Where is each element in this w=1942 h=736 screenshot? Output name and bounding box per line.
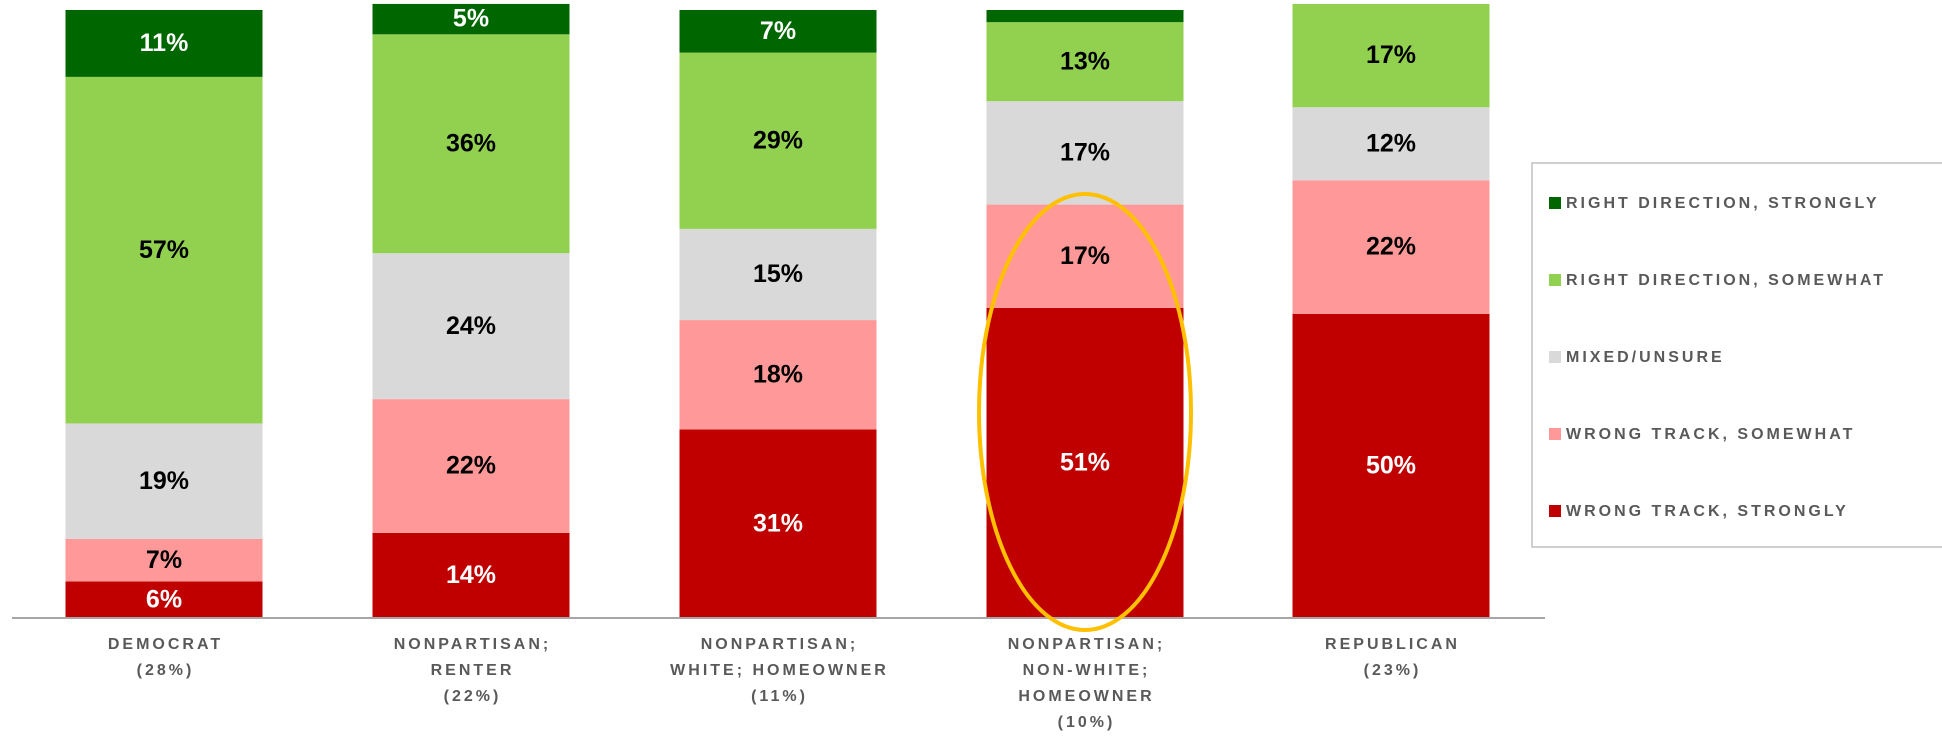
highlight-ellipse [977,192,1193,632]
bar-segment [65,581,263,618]
bar-segment [986,22,1184,102]
value-label: 50% [1366,452,1416,480]
bar-segment [372,3,570,35]
bar-segment [372,399,570,533]
x-tick-label: (23%) [1364,662,1422,679]
x-tick-label: REPUBLICAN [1325,636,1460,653]
bar-segment [372,253,570,400]
value-label: 13% [1060,47,1110,75]
value-label: 24% [446,312,496,340]
bar-segment [65,10,263,77]
legend-label: RIGHT DIRECTION, STRONGLY [1566,195,1880,212]
value-label: 17% [1366,41,1416,69]
bar-segment [1292,3,1490,108]
x-tick-label: (10%) [1058,714,1116,731]
legend-swatch [1549,505,1561,517]
bar-segment [65,76,263,424]
value-label: 14% [446,561,496,589]
value-label: 7% [146,546,182,574]
value-label: 12% [1366,129,1416,157]
legend-swatch [1549,274,1561,286]
x-tick-label: (28%) [137,662,195,679]
value-label: 18% [753,360,803,388]
bar-segment [1292,314,1490,618]
bar-segment [679,429,877,618]
bar-segment [986,101,1184,205]
x-tick-label: (11%) [751,688,808,705]
bar-segment [986,204,1184,308]
value-label: 36% [446,129,496,157]
value-label: 51% [1060,449,1110,477]
bar-segment [679,320,877,430]
legend-swatch [1549,428,1561,440]
legend-label: WRONG TRACK, STRONGLY [1566,503,1849,520]
value-label: 15% [753,260,803,288]
x-tick-label: DEMOCRAT [108,636,223,653]
bar-segment [372,34,570,254]
legend-label: WRONG TRACK, SOMEWHAT [1566,426,1855,443]
x-tick-label: WHITE; HOMEOWNER [670,662,889,679]
bar-segment [679,10,877,53]
x-tick-label: RENTER [431,662,515,679]
value-label: 22% [1366,233,1416,261]
x-tick-label: (22%) [444,688,502,705]
x-tick-label: HOMEOWNER [1018,688,1154,705]
x-tick-label: NONPARTISAN; [1008,636,1165,653]
x-tick-label: NON-WHITE; [1023,662,1151,679]
value-label: 31% [753,509,803,537]
value-label: 5% [453,5,489,33]
bar-segment [65,538,263,582]
value-label: 22% [446,452,496,480]
legend-box [1531,162,1942,548]
value-label: 19% [139,467,189,495]
legend-swatch [1549,197,1561,209]
value-label: 11% [140,29,189,57]
value-label: 17% [1060,242,1110,270]
value-label: 29% [753,126,803,154]
value-label: 17% [1060,138,1110,166]
bar-segment [372,532,570,618]
legend-label: MIXED/UNSURE [1566,349,1725,366]
value-label: 6% [146,585,182,613]
plot [65,3,1490,618]
bar-segment [986,307,1184,618]
value-label: 7% [760,17,796,45]
bar-segment [1292,107,1490,181]
x-tick-label: NONPARTISAN; [701,636,858,653]
bar-segment [679,52,877,229]
x-tick-label: NONPARTISAN; [394,636,551,653]
value-label: 57% [139,236,189,264]
bar-segment [1292,180,1490,314]
legend-label: RIGHT DIRECTION, SOMEWHAT [1566,272,1886,289]
bar-segment [986,10,1184,23]
legend-swatch [1549,351,1561,363]
bar-segment [65,423,263,539]
bar-segment [679,228,877,321]
